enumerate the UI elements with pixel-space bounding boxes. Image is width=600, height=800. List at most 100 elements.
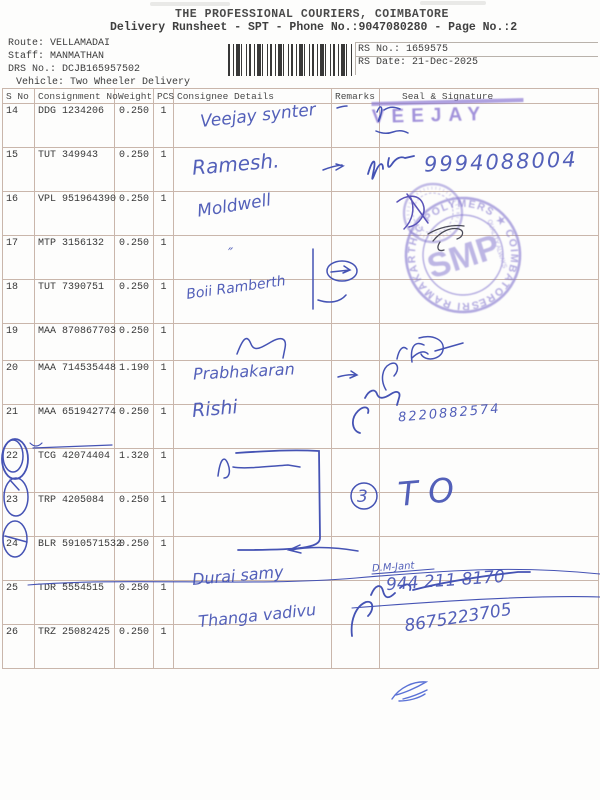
cell-consignment: VPL 951964390 (34, 191, 116, 236)
cell-pcs: 1 (153, 147, 174, 192)
cell-weight: 0.250 (114, 492, 154, 537)
cell-consignee (173, 360, 332, 405)
staff-line: Staff: MANMATHAN (8, 51, 105, 62)
cell-sno: 22 (2, 448, 35, 493)
cell-weight: 1.190 (114, 360, 154, 405)
cell-weight: 0.250 (114, 147, 154, 192)
cell-consignment: TCG 42074404 (34, 448, 115, 493)
cell-consignee (173, 448, 332, 493)
rs-no: RS No.: 1659575 (358, 44, 449, 55)
cell-remarks (331, 191, 380, 236)
cell-consignment: MAA 714535448 (34, 360, 116, 405)
cell-seal (379, 191, 599, 236)
table-row: 19 MAA 870867703 0.250 1 (2, 323, 599, 361)
cell-sno: 19 (2, 323, 35, 361)
cell-seal (379, 404, 599, 449)
stamp-text: VEEJAY (371, 103, 488, 128)
cell-pcs: 1 (153, 536, 174, 581)
cell-sno: 17 (2, 235, 35, 280)
cell-remarks (331, 492, 380, 537)
table-row: 20 MAA 714535448 1.190 1 (2, 360, 599, 405)
cell-seal (379, 360, 599, 405)
barcode (228, 44, 354, 76)
col-weight: Weight (114, 88, 154, 104)
cell-consignment: TRZ 25082425 (34, 624, 115, 669)
scan-smudge (420, 1, 486, 5)
drs-no-line: DRS No.: DCJB165957502 (8, 64, 141, 75)
table-row: 18 TUT 7390751 0.250 1 (2, 279, 599, 324)
cell-sno: 21 (2, 404, 35, 449)
cell-remarks (331, 404, 380, 449)
cell-remarks (331, 323, 380, 361)
col-consignment: Consignment No (34, 88, 118, 104)
cell-weight: 0.250 (114, 624, 154, 669)
cell-pcs: 1 (153, 323, 174, 361)
vehicle-line: Vehicle: Two Wheeler Delivery (16, 77, 191, 88)
cell-remarks (331, 360, 380, 405)
table-row: 17 MTP 3156132 0.250 1 (2, 235, 599, 280)
rs-box-vline (355, 42, 356, 75)
runsheet-subtitle: Delivery Runsheet - SPT - Phone No.:9047… (110, 21, 518, 34)
cell-weight: 0.250 (114, 323, 154, 361)
cell-consignee (173, 191, 332, 236)
col-pcs: PCS (153, 88, 174, 104)
table-row: 26 TRZ 25082425 0.250 1 (2, 624, 599, 669)
cell-seal (379, 492, 599, 537)
cell-remarks (331, 580, 380, 625)
cell-remarks (331, 279, 380, 324)
table-row: 15 TUT 349943 0.250 1 (2, 147, 599, 192)
cell-pcs: 1 (153, 360, 174, 405)
cell-remarks (331, 448, 380, 493)
rs-box-topline (355, 42, 598, 43)
cell-consignment: DDG 1234206 (34, 103, 115, 148)
veejay-rubber-stamp: VEEJAY (371, 98, 524, 146)
cell-seal (379, 279, 599, 324)
runsheet-table: S No Consignment No Weight PCS Consignee… (2, 88, 599, 669)
table-row: 22 TCG 42074404 1.320 1 (2, 448, 599, 493)
cell-consignment: MAA 870867703 (34, 323, 116, 361)
cell-pcs: 1 (153, 404, 174, 449)
cell-pcs: 1 (153, 580, 174, 625)
cell-consignment: MTP 3156132 (34, 235, 115, 280)
cell-pcs: 1 (153, 103, 174, 148)
company-title: THE PROFESSIONAL COURIERS, COIMBATORE (175, 8, 449, 21)
cell-weight: 0.250 (114, 279, 154, 324)
cell-seal (379, 235, 599, 280)
cell-pcs: 1 (153, 492, 174, 537)
cell-consignee (173, 492, 332, 537)
cell-weight: 0.250 (114, 103, 154, 148)
cell-seal (379, 448, 599, 493)
cell-remarks (331, 624, 380, 669)
cell-consignment: TUT 7390751 (34, 279, 115, 324)
cell-sno: 26 (2, 624, 35, 669)
cell-pcs: 1 (153, 279, 174, 324)
cell-weight: 0.250 (114, 580, 154, 625)
cell-consignment: TRP 4205084 (34, 492, 115, 537)
table-row: 23 TRP 4205084 0.250 1 (2, 492, 599, 537)
cell-seal (379, 323, 599, 361)
cell-sno: 18 (2, 279, 35, 324)
cell-consignment: TDR 5554515 (34, 580, 115, 625)
cell-weight: 0.250 (114, 404, 154, 449)
cell-sno: 25 (2, 580, 35, 625)
cell-remarks (331, 235, 380, 280)
rs-box-midline (355, 56, 598, 57)
cell-sno: 14 (2, 103, 35, 148)
cell-pcs: 1 (153, 235, 174, 280)
cell-consignee (173, 279, 332, 324)
cell-pcs: 1 (153, 191, 174, 236)
cell-consignee (173, 323, 332, 361)
cell-weight: 1.320 (114, 448, 154, 493)
cell-sno: 15 (2, 147, 35, 192)
handwriting-ditto: ″ (228, 246, 234, 262)
cell-sno: 24 (2, 536, 35, 581)
table-row: 16 VPL 951964390 0.250 1 (2, 191, 599, 236)
cell-consignee (173, 103, 332, 148)
col-sno: S No (2, 88, 35, 104)
cell-remarks (331, 147, 380, 192)
scan-smudge (150, 2, 230, 6)
handwriting-to-mark: TO (396, 469, 466, 514)
cell-consignment: TUT 349943 (34, 147, 115, 192)
handwriting-circled-number: 3 (357, 487, 368, 507)
